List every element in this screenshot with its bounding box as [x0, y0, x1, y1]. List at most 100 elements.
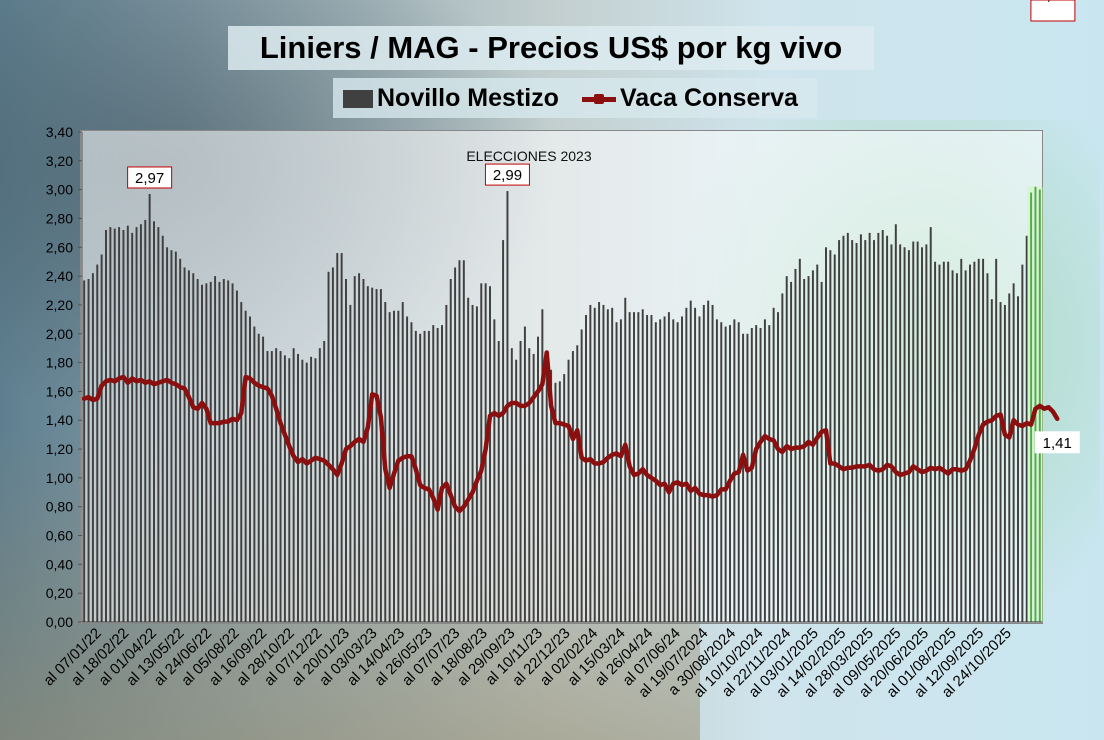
bar [105, 230, 107, 622]
bar [83, 280, 86, 622]
y-axis: 0,00 0,20 0,40 0,60 0,80 1,00 1,20 1,40 1,60 1,80… [46, 124, 83, 630]
bar [441, 325, 443, 622]
bar [807, 276, 810, 622]
bar [427, 330, 430, 622]
bar [842, 235, 845, 622]
bar [750, 328, 753, 622]
bar [615, 322, 618, 622]
bar [366, 286, 369, 622]
bar [205, 283, 208, 622]
bar [816, 264, 819, 622]
bar [270, 351, 273, 622]
y-tick-label: 0,60 [46, 528, 73, 544]
bar [899, 244, 902, 623]
bar [445, 304, 448, 622]
bar [502, 240, 505, 622]
bar [554, 382, 557, 622]
bar [838, 240, 841, 622]
bar [475, 306, 478, 622]
bar [157, 227, 160, 622]
bar [201, 284, 203, 622]
bar [960, 258, 963, 622]
bar [519, 340, 522, 622]
bar-series-novillo [83, 186, 1044, 623]
bar [755, 325, 758, 622]
bar-highlight-glow [1027, 186, 1044, 622]
bar [462, 260, 465, 622]
bar [829, 250, 832, 623]
bar [174, 251, 177, 622]
bar [118, 227, 121, 622]
bar [877, 232, 880, 622]
bar [881, 230, 884, 622]
bar [633, 312, 635, 622]
bar [310, 356, 313, 622]
bar [798, 258, 801, 622]
bar [724, 326, 727, 622]
bar [1008, 293, 1011, 622]
bar [318, 348, 321, 622]
bar [833, 254, 836, 622]
title-background [228, 26, 874, 70]
bar [676, 322, 679, 622]
bar [153, 221, 155, 622]
bar [515, 359, 518, 622]
bar [1030, 192, 1033, 622]
bar [694, 307, 697, 622]
bar [964, 270, 967, 622]
bar [410, 322, 413, 622]
bar [934, 261, 937, 622]
bar [253, 326, 256, 622]
bar [580, 329, 583, 622]
bar [589, 304, 592, 622]
bar [942, 261, 945, 622]
bar [192, 273, 195, 622]
legend-item-vaca: Vaca Conserva [582, 82, 798, 114]
bar [532, 353, 535, 622]
bar [729, 325, 731, 622]
bar [240, 302, 243, 622]
y-tick-label: 1,80 [46, 355, 73, 371]
bar [375, 289, 378, 622]
bar [781, 293, 784, 622]
data-label: 1,41 [1043, 435, 1072, 452]
bar [916, 241, 919, 622]
bar [493, 319, 496, 622]
bar [681, 316, 683, 622]
bar [733, 319, 736, 622]
bar [790, 281, 793, 622]
y-tick-label: 0,80 [46, 499, 73, 515]
bar [537, 336, 539, 622]
bar [715, 319, 718, 622]
bar [659, 319, 662, 622]
y-tick-label: 1,60 [46, 383, 73, 399]
bar [619, 319, 622, 622]
bar [545, 362, 548, 622]
bar [305, 362, 308, 622]
bar [907, 250, 910, 623]
data-label-box [1030, 0, 1076, 22]
bar [995, 258, 998, 622]
bar [672, 319, 675, 622]
bar [235, 290, 238, 622]
bar [467, 297, 470, 622]
bar [358, 273, 361, 622]
y-tick-label: 0,20 [46, 585, 73, 601]
bar [969, 264, 971, 622]
bar [925, 244, 928, 623]
bar [109, 227, 112, 622]
data-labels: 2,97 2,99 3,02 1,41 [127, 0, 1080, 454]
bar [886, 235, 889, 622]
bar [196, 279, 199, 622]
chart-title: Liniers / MAG - Precios US$ por kg vivo [259, 30, 843, 65]
line-path [81, 350, 1060, 514]
bar [336, 253, 339, 622]
y-tick-label: 0,40 [46, 556, 73, 572]
bar [187, 270, 190, 622]
bar [170, 250, 173, 623]
bar [707, 300, 710, 622]
data-label: 3,02 [1038, 0, 1067, 4]
bar [331, 267, 334, 622]
bar [249, 316, 251, 622]
